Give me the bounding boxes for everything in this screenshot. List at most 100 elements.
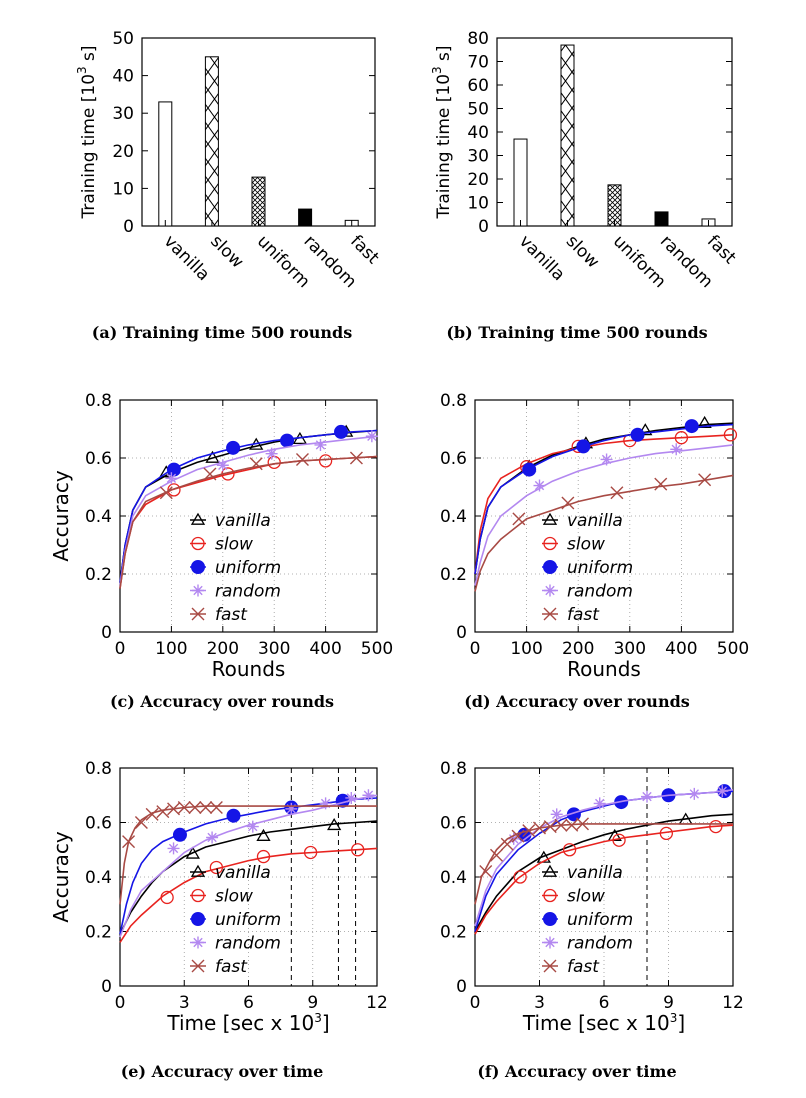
marker-asterisk <box>216 459 229 472</box>
label-superscript: 3 <box>430 66 444 74</box>
y-tick-label: 70 <box>467 53 489 73</box>
marker-cross <box>490 848 503 862</box>
legend-item-vanilla: vanilla <box>190 511 271 531</box>
x-tick-label: 0 <box>470 993 481 1013</box>
chart-caption: (f) Accuracy over time <box>477 1062 676 1081</box>
legend-label: slow <box>567 887 605 907</box>
y-tick-label: 0.4 <box>85 507 112 527</box>
x-tick-label: fast <box>346 231 383 268</box>
marker-cross <box>511 829 525 843</box>
y-tick-label: 0 <box>101 623 112 643</box>
y-tick-label: 0 <box>123 217 134 237</box>
y-tick-label: 60 <box>467 76 489 96</box>
legend-label: random <box>215 934 281 954</box>
legend-label: vanilla <box>215 511 271 531</box>
series-line-uniform <box>119 429 378 583</box>
y-tick-label: 0.6 <box>440 449 467 469</box>
x-axis-label: Time [sec x 103] <box>166 1011 329 1035</box>
x-tick-label: 300 <box>258 639 290 659</box>
marker-circle <box>562 843 577 857</box>
legend-item-random: random <box>542 582 633 602</box>
marker-circle <box>709 819 723 834</box>
x-tick-label: 300 <box>614 639 646 659</box>
y-tick-label: 10 <box>467 194 489 214</box>
marker-cross <box>249 457 263 471</box>
x-tick-label: 3 <box>534 993 545 1013</box>
y-tick-label: 30 <box>112 104 134 124</box>
marker-asterisk <box>206 831 219 844</box>
y-tick-label: 80 <box>467 29 489 49</box>
x-tick-label: 9 <box>663 993 674 1013</box>
y-tick-label: 10 <box>112 179 134 199</box>
marker-circle <box>191 888 205 903</box>
marker-dot <box>684 419 699 434</box>
marker-cross <box>554 818 568 832</box>
x-tick-label: vanilla <box>515 231 569 285</box>
label-part: Training time [10 <box>434 74 454 220</box>
series-line-vanilla <box>119 820 378 935</box>
y-tick-label: 0.4 <box>85 868 112 888</box>
marker-dot <box>172 827 187 842</box>
marker-cross <box>188 801 202 815</box>
marker-cross <box>295 452 309 466</box>
legend: vanilla slow uniform random fast <box>190 863 281 977</box>
marker-cross <box>479 865 493 879</box>
marker-dot <box>166 462 181 477</box>
y-tick-label: 30 <box>467 147 489 167</box>
marker-cross <box>543 959 557 973</box>
legend-label: slow <box>567 535 605 555</box>
series-fast <box>119 451 378 589</box>
series-line-fast <box>119 455 378 589</box>
marker-asterisk <box>550 808 563 821</box>
x-tick-label: 100 <box>510 639 542 659</box>
series-fast <box>474 817 733 905</box>
y-tick-label: 0.4 <box>440 868 467 888</box>
marker-asterisk <box>314 438 327 451</box>
marker-cross <box>134 816 148 829</box>
chart-f: 0 0.2 0.4 0.6 0.8 0 3 6 9 12 vanilla slow uniform ran… <box>440 759 744 1081</box>
x-tick-label: 500 <box>717 639 749 659</box>
marker-triangle <box>638 423 653 436</box>
chart-caption: (a) Training time 500 rounds <box>92 323 352 342</box>
marker-triangle <box>205 450 220 463</box>
bar-vanilla <box>513 138 528 227</box>
marker-circle <box>267 455 281 470</box>
marker-cross <box>199 801 213 815</box>
x-tick-label: 100 <box>155 639 187 659</box>
marker-dot <box>334 424 349 439</box>
label-part: Time [sec x 10 <box>166 1011 314 1035</box>
x-tick-label: 0 <box>470 639 481 659</box>
marker-circle <box>303 845 318 860</box>
x-tick-label: vanilla <box>160 231 214 285</box>
legend-label: random <box>567 582 633 602</box>
legend-label: slow <box>215 535 253 555</box>
marker-asterisk <box>265 447 278 460</box>
marker-asterisk <box>167 842 180 855</box>
x-tick-label: 6 <box>243 993 254 1013</box>
legend-item-fast: fast <box>190 957 248 977</box>
y-tick-label: 0.6 <box>440 814 467 834</box>
chart-d: 0 0.2 0.4 0.6 0.8 0 100 200 300 400 500 vanilla slow… <box>440 391 749 711</box>
legend-item-slow: slow <box>190 535 253 555</box>
series-fast <box>119 801 377 905</box>
chart-c: 0 0.2 0.4 0.6 0.8 0 100 200 300 400 500 vanilla slow… <box>49 391 393 711</box>
marker-triangle <box>256 828 271 841</box>
legend-label: random <box>215 582 281 602</box>
marker-asterisk <box>362 789 375 802</box>
marker-dot <box>191 912 205 926</box>
legend-label: uniform <box>567 558 633 578</box>
marker-asterisk <box>192 936 204 949</box>
bar-slow <box>560 44 575 227</box>
marker-circle <box>612 833 626 847</box>
series-uniform <box>474 419 734 575</box>
x-tick-label: 0 <box>115 639 126 659</box>
series-random <box>474 443 734 586</box>
marker-dot <box>280 433 295 448</box>
legend-item-fast: fast <box>542 957 600 977</box>
marker-circle <box>209 860 224 875</box>
legend-item-random: random <box>190 582 281 602</box>
x-tick-label: fast <box>703 231 740 268</box>
marker-cross <box>698 473 712 487</box>
